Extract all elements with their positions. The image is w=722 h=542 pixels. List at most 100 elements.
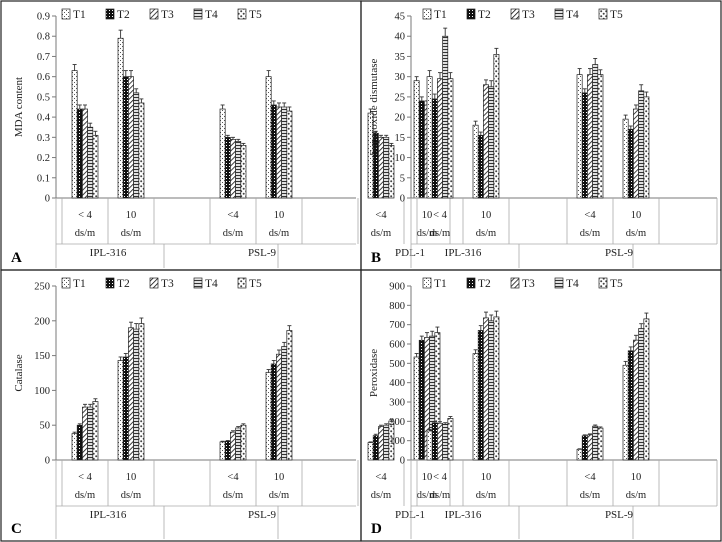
subgroup-label: 10 xyxy=(274,472,285,483)
y-tick-label: 900 xyxy=(389,282,405,293)
y-tick-label: 0.3 xyxy=(37,133,50,144)
bar-ipl-316-0-t3 xyxy=(82,108,88,199)
subgroup-label: <4 xyxy=(584,210,596,221)
bar-psl-9-1-t5 xyxy=(643,318,650,461)
y-tick-label: 0.1 xyxy=(37,173,50,184)
subgroup-unit: ds/m xyxy=(371,228,391,239)
legend-swatch-t4 xyxy=(554,8,564,20)
bar-pdl-1-0-t4 xyxy=(383,424,390,461)
y-tick-label: 0 xyxy=(400,194,405,205)
subgroup-label: < 4 xyxy=(433,210,448,221)
bar-pdl-1-0-t2 xyxy=(372,435,379,461)
group-label-ipl-316: IPL-316 xyxy=(445,247,482,259)
bar-pdl-1-0-t3 xyxy=(378,426,384,461)
subgroup-unit: ds/m xyxy=(223,228,243,239)
panel-b: 0 5 10 15 20 25 30 35 40 45 Superoxide dismutase T1… xyxy=(360,0,722,271)
legend-label-t4: T4 xyxy=(566,278,579,290)
bar-psl-9-0-t4 xyxy=(592,425,599,461)
y-axis-title: Peroxidase xyxy=(368,349,380,397)
y-tick-label: 35 xyxy=(395,52,406,63)
legend-label-t5: T5 xyxy=(610,9,623,21)
legend-label-t2: T2 xyxy=(117,9,130,21)
subgroup-label: <4 xyxy=(375,472,387,483)
panel-frame xyxy=(0,269,362,542)
subgroup-label: 10 xyxy=(481,472,492,483)
bar-psl-9-0-t3 xyxy=(230,431,236,461)
bar-ipl-316-0-t5 xyxy=(447,418,454,461)
legend-label-t3: T3 xyxy=(161,278,174,290)
subgroup-unit: ds/m xyxy=(626,228,646,239)
bar-psl-9-0-t1 xyxy=(576,449,583,461)
bar-psl-9-1-t4 xyxy=(281,346,288,461)
legend-swatch-t1 xyxy=(422,8,432,20)
bar-ipl-316-0-t5 xyxy=(447,78,454,199)
bar-psl-9-1-t5 xyxy=(286,330,293,461)
legend-label-t5: T5 xyxy=(249,9,262,21)
bar-psl-9-0-t4 xyxy=(592,64,599,199)
bar-psl-9-0-t1 xyxy=(219,441,226,461)
bar-ipl-316-0-t1 xyxy=(426,430,433,461)
y-tick-label: 700 xyxy=(389,320,405,331)
bar-ipl-316-0-t5 xyxy=(92,134,99,199)
y-tick-label: 200 xyxy=(389,417,405,428)
bar-ipl-316-1-t2 xyxy=(477,134,484,199)
subgroup-unit: ds/m xyxy=(626,490,646,501)
subgroup-unit: ds/m xyxy=(269,490,289,501)
legend-label-t3: T3 xyxy=(161,9,174,21)
y-tick-label: 30 xyxy=(395,72,406,83)
subgroup-label: 10 xyxy=(631,472,642,483)
bar-psl-9-0-t3 xyxy=(587,434,593,461)
bar-ipl-316-0-t4 xyxy=(87,126,94,199)
bar-psl-9-0-t5 xyxy=(597,74,604,199)
y-tick-label: 0.7 xyxy=(37,52,50,63)
legend-swatch-t5 xyxy=(598,8,608,20)
y-axis-title: MDA content xyxy=(13,77,25,137)
bar-psl-9-0-t4 xyxy=(235,427,242,461)
panel-letter: D xyxy=(371,521,382,537)
subgroup-label: 10 xyxy=(126,210,137,221)
bar-ipl-316-0-t1 xyxy=(71,70,78,199)
bar-psl-9-0-t5 xyxy=(240,145,247,199)
bar-psl-9-1-t2 xyxy=(627,128,634,199)
y-tick-label: 100 xyxy=(34,386,50,397)
bar-ipl-316-1-t3 xyxy=(128,76,134,199)
legend-swatch-t4 xyxy=(193,8,203,20)
subgroup-label: 10 xyxy=(126,472,137,483)
bar-ipl-316-0-t1 xyxy=(426,76,433,199)
bar-ipl-316-1-t2 xyxy=(477,330,484,461)
subgroup-unit: ds/m xyxy=(430,490,450,501)
bar-ipl-316-1-t1 xyxy=(117,37,124,199)
legend-swatch-t5 xyxy=(598,277,608,289)
y-axis-title: Catalase xyxy=(13,354,25,391)
subgroup-label: 10 xyxy=(274,210,285,221)
panel-frame xyxy=(0,0,362,271)
subgroup-label: < 4 xyxy=(78,472,93,483)
group-label-psl-9: PSL-9 xyxy=(248,247,277,259)
bar-psl-9-1-t1 xyxy=(265,76,272,199)
bar-ipl-316-1-t1 xyxy=(472,353,479,461)
legend-swatch-t1 xyxy=(61,277,71,289)
bar-psl-9-1-t3 xyxy=(633,108,639,199)
bar-psl-9-1-t5 xyxy=(643,96,650,199)
subgroup-unit: ds/m xyxy=(121,228,141,239)
bar-psl-9-0-t4 xyxy=(235,141,242,199)
bar-psl-9-1-t3 xyxy=(633,339,639,461)
panel-letter: B xyxy=(371,250,381,266)
bar-ipl-316-0-t5 xyxy=(92,401,99,461)
legend-label-t2: T2 xyxy=(478,9,491,21)
bar-ipl-316-1-t5 xyxy=(493,316,500,461)
bar-psl-9-0-t2 xyxy=(581,435,588,461)
subgroup-label: <4 xyxy=(375,210,387,221)
subgroup-label: 10 xyxy=(481,210,492,221)
bar-ipl-316-1-t2 xyxy=(122,76,129,199)
legend-label-t2: T2 xyxy=(478,278,491,290)
bar-psl-9-1-t4 xyxy=(638,90,645,199)
bar-ipl-316-1-t1 xyxy=(117,360,124,461)
bar-ipl-316-1-t1 xyxy=(472,124,479,199)
y-tick-label: 20 xyxy=(395,113,406,124)
panel-frame xyxy=(360,269,722,542)
subgroup-label: <4 xyxy=(227,210,239,221)
bar-psl-9-1-t2 xyxy=(270,104,277,199)
legend-swatch-t2 xyxy=(105,277,115,289)
bar-ipl-316-1-t5 xyxy=(138,323,145,461)
